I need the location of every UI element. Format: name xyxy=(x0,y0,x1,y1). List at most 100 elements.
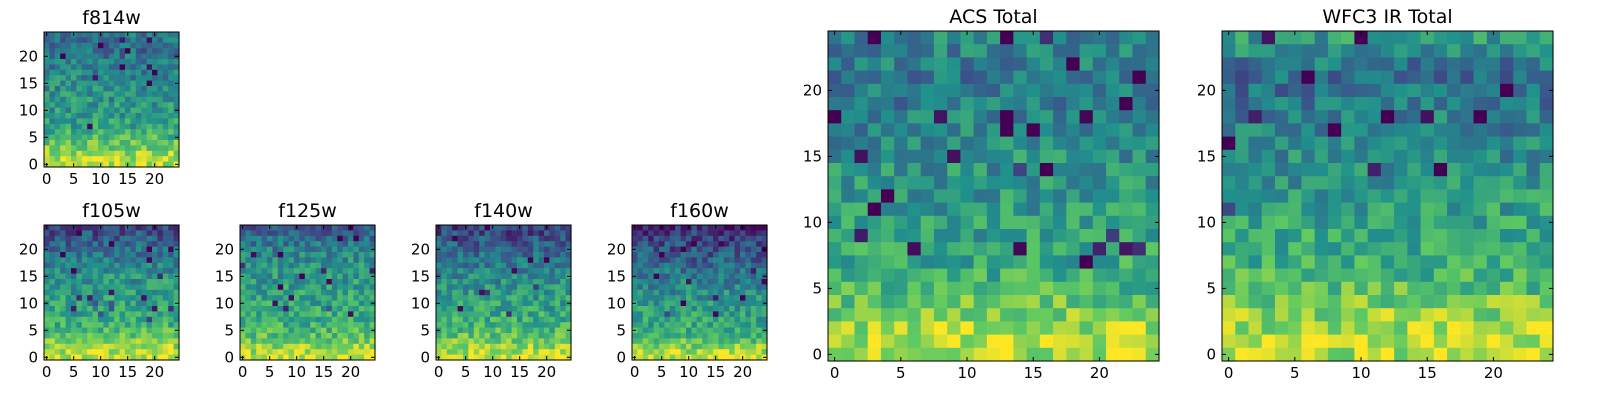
heatmap-cell xyxy=(1460,189,1475,204)
heatmap-cell xyxy=(173,129,180,136)
heatmap-cell xyxy=(87,75,94,82)
heatmap-cell xyxy=(1026,97,1041,111)
heatmap-cell xyxy=(135,284,142,291)
heatmap-cell xyxy=(867,255,882,270)
heatmap-cell xyxy=(162,140,169,146)
heatmap-cell xyxy=(691,230,698,237)
heatmap-cell xyxy=(152,300,158,307)
heatmap-cell xyxy=(152,338,158,345)
heatmap-cell xyxy=(146,80,153,87)
heatmap-cell xyxy=(98,338,104,345)
heatmap-cell xyxy=(119,300,126,307)
heatmap-cell xyxy=(130,75,137,82)
heatmap-cell xyxy=(125,145,131,152)
heatmap-cell xyxy=(452,333,459,339)
heatmap-cell xyxy=(894,31,909,45)
heatmap-cell xyxy=(173,279,180,285)
heatmap-cell xyxy=(135,64,142,71)
heatmap-cell xyxy=(1039,176,1054,190)
heatmap-cell xyxy=(125,333,131,339)
heatmap-cell xyxy=(452,322,459,329)
heatmap-cell xyxy=(538,322,545,329)
heatmap-cell xyxy=(245,241,252,248)
heatmap-cell xyxy=(632,343,638,350)
heatmap-cell xyxy=(1288,57,1303,72)
axes-frame xyxy=(631,224,768,361)
heatmap-cell xyxy=(828,110,842,124)
heatmap-cell xyxy=(468,257,475,264)
heatmap-cell xyxy=(973,347,988,362)
heatmap-cell xyxy=(1053,31,1067,45)
heatmap-cell xyxy=(527,246,534,253)
heatmap-cell xyxy=(554,230,561,237)
heatmap-cell xyxy=(511,306,518,312)
heatmap-cell xyxy=(146,161,153,168)
heatmap-cell xyxy=(304,268,311,275)
heatmap-cell xyxy=(565,284,572,291)
heatmap-cell xyxy=(527,225,534,231)
heatmap-cell xyxy=(348,311,354,318)
heatmap-cell xyxy=(457,306,464,312)
heatmap-cell xyxy=(168,268,175,275)
heatmap-cell xyxy=(1274,229,1289,243)
heatmap-cell xyxy=(71,107,77,114)
heatmap-cell xyxy=(92,279,99,285)
heatmap-cell xyxy=(1222,44,1236,58)
heatmap-cell xyxy=(1526,57,1541,72)
heatmap-cell xyxy=(92,268,99,275)
heatmap-cell xyxy=(369,235,376,242)
heatmap-cell xyxy=(648,333,655,339)
heatmap-cell xyxy=(299,279,306,285)
heatmap-cell xyxy=(500,279,507,285)
heatmap-cell xyxy=(1145,229,1160,243)
heatmap-cell xyxy=(511,327,518,334)
x-tick-label: 20 xyxy=(1484,364,1503,382)
heatmap-cell xyxy=(348,327,354,334)
heatmap-cell xyxy=(713,338,719,345)
heatmap-cell xyxy=(511,230,518,237)
heatmap-cell xyxy=(1288,44,1303,58)
heatmap-cell xyxy=(337,235,344,242)
heatmap-cell xyxy=(479,268,486,275)
heatmap-cell xyxy=(173,311,180,318)
heatmap-cell xyxy=(130,230,137,237)
heatmap-cell xyxy=(1407,136,1422,151)
heatmap-cell xyxy=(135,268,142,275)
heatmap-cell xyxy=(119,279,126,285)
heatmap-cell xyxy=(517,262,523,269)
heatmap-cell xyxy=(157,140,164,146)
heatmap-cell xyxy=(500,343,507,350)
heatmap-cell xyxy=(1433,347,1448,362)
heatmap-cell xyxy=(108,289,115,296)
heatmap-cell xyxy=(92,75,99,82)
heatmap-cell xyxy=(511,349,518,356)
heatmap-cell xyxy=(1420,334,1435,349)
heatmap-cell xyxy=(65,75,72,82)
heatmap-cell xyxy=(299,235,306,242)
heatmap-cell xyxy=(669,268,676,275)
heatmap-cell xyxy=(960,281,975,296)
heatmap-cell xyxy=(642,262,649,269)
heatmap-cell xyxy=(828,70,842,85)
heatmap-cell xyxy=(457,300,464,307)
heatmap-cell xyxy=(288,284,295,291)
heatmap-cell xyxy=(1367,255,1382,270)
heatmap-cell xyxy=(364,241,371,248)
heatmap-cell xyxy=(490,316,496,323)
heatmap-cell xyxy=(490,257,496,264)
heatmap-cell xyxy=(1367,110,1382,124)
x-tick-label: 15 xyxy=(314,363,333,381)
heatmap-cell xyxy=(76,91,83,98)
heatmap-cell xyxy=(1327,176,1342,190)
heatmap-cell xyxy=(250,225,257,231)
heatmap-cell xyxy=(1145,295,1160,309)
heatmap-cell xyxy=(1274,57,1289,72)
heatmap-cell xyxy=(642,241,649,248)
heatmap-cell xyxy=(1486,110,1501,124)
heatmap-cell xyxy=(326,241,333,248)
heatmap-cell xyxy=(680,230,687,237)
heatmap-cell xyxy=(81,268,88,275)
heatmap-cell xyxy=(441,257,448,264)
heatmap-cell xyxy=(125,327,131,334)
